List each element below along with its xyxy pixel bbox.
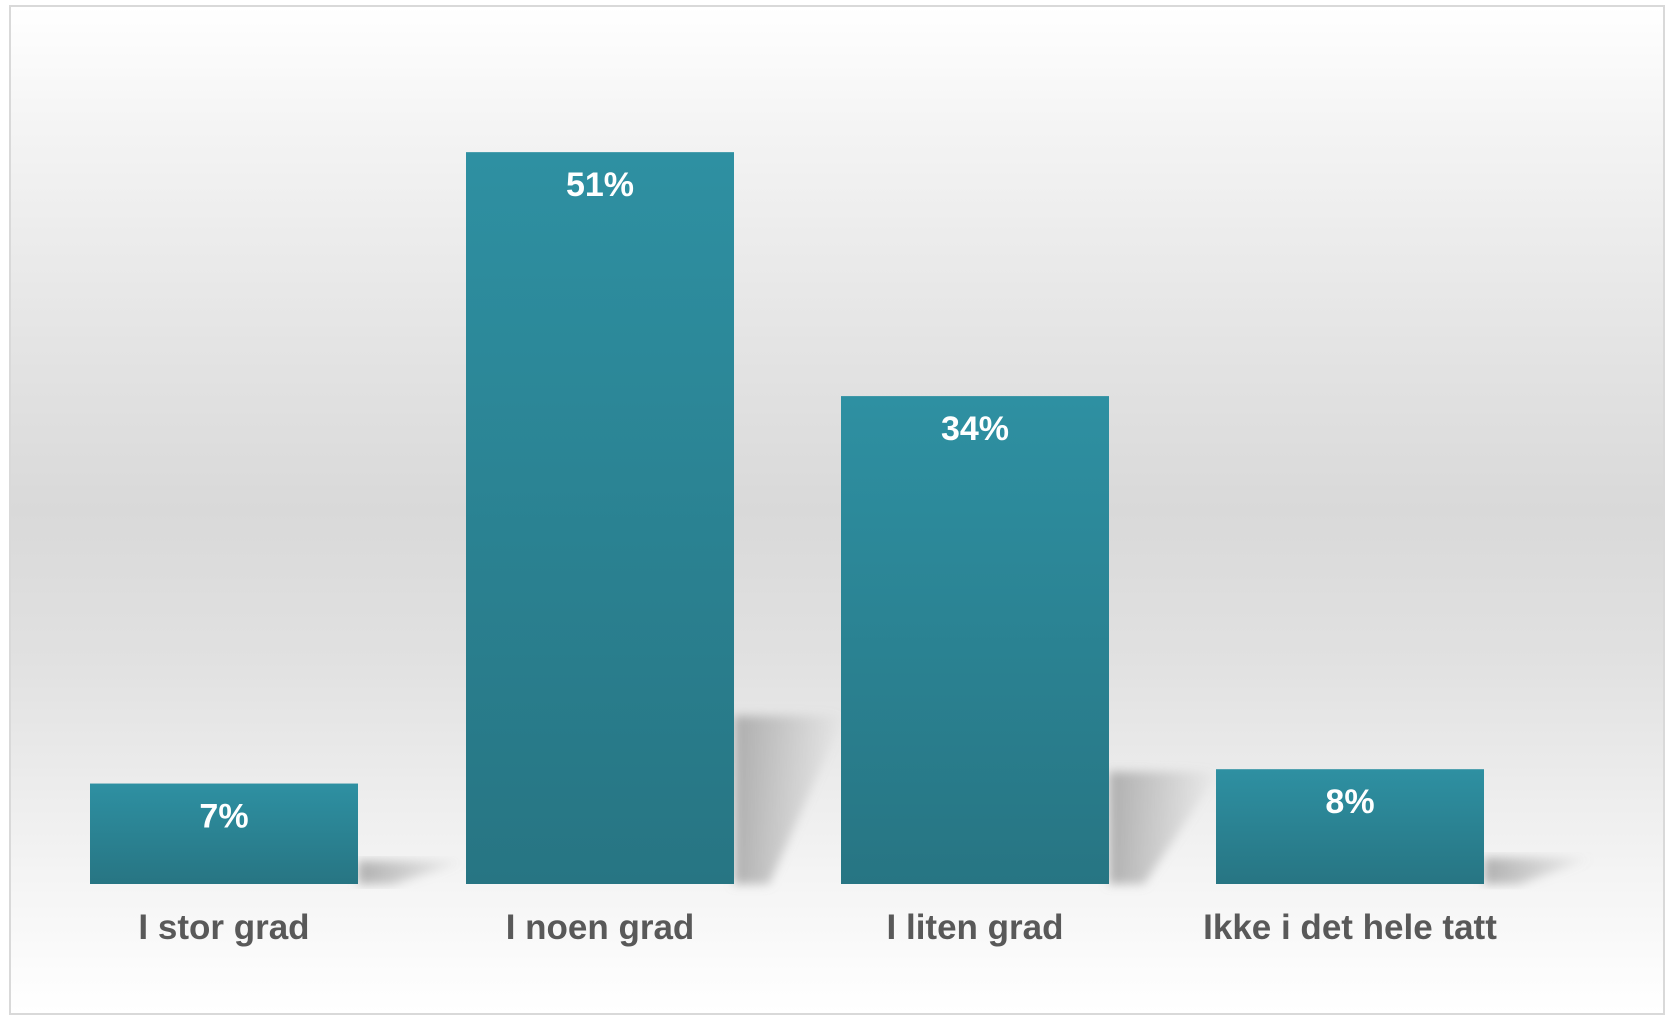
bar-chart: 7% 51% 34% 8% I stor grad I noen grad I liten… [90,152,1594,947]
category-label: I noen grad [506,908,695,947]
bar-shadow [1484,857,1594,884]
bar-shadows [358,715,1594,884]
data-label: 8% [1325,783,1374,821]
chart-area: 7% 51% 34% 8% I stor grad I noen grad I liten… [9,5,1665,1015]
bar-shadow [1109,771,1219,884]
data-labels: 7% 51% 34% 8% [199,166,1374,835]
category-labels: I stor grad I noen grad I liten grad Ikke i… [138,908,1497,947]
data-label: 51% [566,166,634,204]
bar [841,396,1109,884]
bars [90,152,1484,884]
data-label: 34% [941,410,1009,448]
bar [1216,769,1484,884]
category-label: I liten grad [887,908,1064,947]
bar [90,783,358,884]
bar-shadow [734,715,844,884]
category-label: Ikke i det hele tatt [1203,908,1497,947]
bar [466,152,734,884]
category-label: I stor grad [138,908,309,947]
bar-shadow [358,860,468,884]
data-label: 7% [199,798,248,836]
